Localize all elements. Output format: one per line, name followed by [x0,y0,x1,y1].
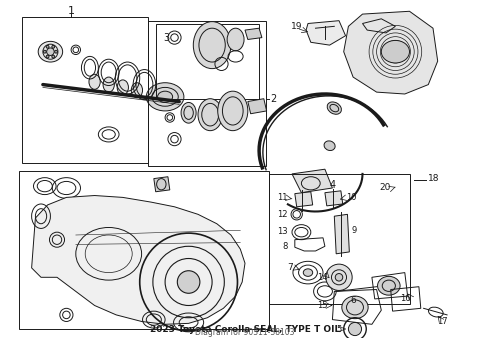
Polygon shape [306,21,345,45]
Polygon shape [292,169,332,193]
Text: 7: 7 [287,264,293,273]
Bar [148,21,266,166]
Ellipse shape [324,141,335,150]
Ellipse shape [218,91,248,131]
Text: 11: 11 [277,193,287,202]
Bar [269,174,410,303]
Text: 8: 8 [282,242,287,251]
Text: 12: 12 [277,210,287,219]
Text: 6: 6 [350,296,356,305]
Ellipse shape [193,22,231,69]
Polygon shape [295,192,313,207]
Ellipse shape [342,296,368,319]
Ellipse shape [131,83,143,98]
Ellipse shape [44,50,46,53]
Ellipse shape [198,99,222,131]
Ellipse shape [158,91,172,103]
Polygon shape [32,195,245,324]
Text: 2: 2 [270,94,277,104]
Text: 1: 1 [68,6,74,16]
Circle shape [47,48,54,55]
Ellipse shape [117,80,128,95]
Polygon shape [334,214,349,254]
Ellipse shape [38,41,63,62]
Text: 10: 10 [346,193,357,202]
Bar [20,171,269,329]
Text: 3: 3 [163,33,170,43]
Ellipse shape [381,40,410,63]
Ellipse shape [327,102,342,114]
Circle shape [335,274,343,281]
Ellipse shape [303,269,313,276]
Ellipse shape [55,50,57,53]
Polygon shape [245,28,262,40]
Ellipse shape [52,45,55,48]
Text: 2023 Toyota Corolla SEAL, TYPE T OIL: 2023 Toyota Corolla SEAL, TYPE T OIL [150,325,340,334]
Ellipse shape [103,77,114,92]
Polygon shape [343,11,438,94]
Circle shape [348,323,362,336]
Ellipse shape [46,45,49,48]
Ellipse shape [147,83,184,111]
Ellipse shape [46,55,49,58]
Circle shape [177,271,200,293]
Text: 16: 16 [400,294,411,303]
Text: 17: 17 [437,317,448,326]
Polygon shape [154,177,170,192]
Text: 9: 9 [351,226,356,235]
Text: 20: 20 [379,184,391,193]
Bar [156,23,259,99]
Bar [22,17,148,163]
Text: 19: 19 [291,22,302,31]
Ellipse shape [52,55,55,58]
Circle shape [326,264,352,291]
Text: 4: 4 [329,180,336,190]
Ellipse shape [89,74,100,89]
Text: 13: 13 [277,227,287,236]
Text: 15: 15 [317,301,328,310]
Text: 5: 5 [337,324,342,333]
Text: Diagram for 90311-38103: Diagram for 90311-38103 [195,328,295,337]
Ellipse shape [181,103,196,123]
Text: 14: 14 [317,273,328,282]
Text: 18: 18 [428,174,440,183]
Ellipse shape [377,276,400,295]
Polygon shape [248,99,267,114]
Polygon shape [325,191,343,206]
Ellipse shape [227,28,244,51]
